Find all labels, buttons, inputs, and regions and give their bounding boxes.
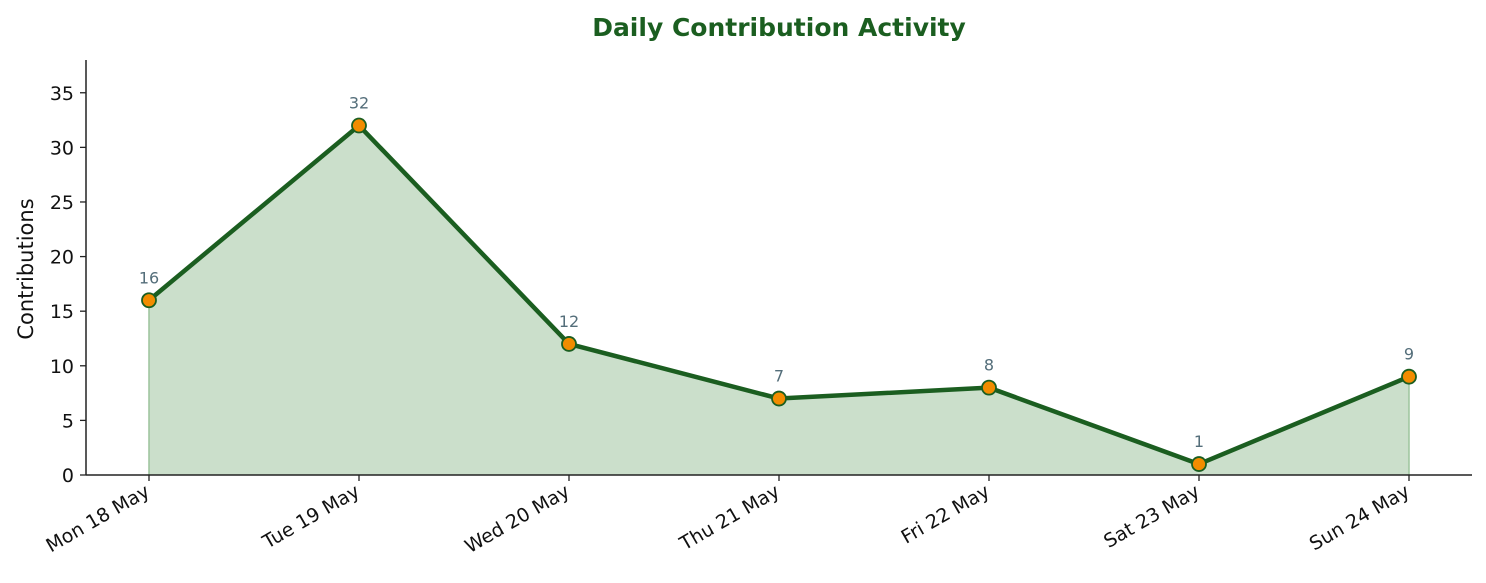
data-label: 8 bbox=[984, 356, 994, 375]
x-tick-label: Sun 24 May bbox=[1306, 480, 1414, 555]
y-tick-label: 35 bbox=[50, 83, 74, 105]
area-edges bbox=[148, 300, 1410, 475]
data-label: 7 bbox=[774, 367, 784, 386]
x-axis-ticks: Mon 18 May Tue 19 May Wed 20 May Thu 21 May… bbox=[42, 475, 1414, 558]
x-tick-label: Sat 23 May bbox=[1100, 480, 1203, 552]
data-label: 9 bbox=[1404, 345, 1414, 364]
y-tick-label: 10 bbox=[50, 356, 74, 378]
data-point bbox=[771, 390, 787, 407]
data-point bbox=[981, 379, 997, 396]
y-tick-label: 20 bbox=[50, 247, 74, 269]
x-tick-label: Fri 22 May bbox=[897, 480, 993, 548]
y-axis-label: Contributions bbox=[14, 198, 38, 339]
data-markers bbox=[141, 117, 1417, 472]
y-tick-label: 25 bbox=[50, 192, 74, 214]
chart-title: Daily Contribution Activity bbox=[592, 13, 966, 42]
data-label: 12 bbox=[559, 312, 579, 331]
y-tick-label: 30 bbox=[50, 137, 74, 159]
y-tick-label: 5 bbox=[62, 410, 74, 432]
data-label: 16 bbox=[139, 268, 159, 287]
data-point bbox=[141, 292, 157, 309]
data-label: 32 bbox=[349, 94, 369, 113]
data-point bbox=[1401, 368, 1417, 385]
y-tick-label: 0 bbox=[62, 465, 74, 487]
data-labels: 16 32 12 7 8 1 9 bbox=[139, 94, 1414, 452]
x-tick-label: Wed 20 May bbox=[461, 480, 573, 558]
x-tick-label: Thu 21 May bbox=[675, 480, 783, 555]
y-axis-ticks: 0 5 10 15 20 25 30 35 bbox=[50, 83, 86, 487]
y-tick-label: 15 bbox=[50, 301, 74, 323]
data-point bbox=[1191, 456, 1207, 472]
x-tick-label: Mon 18 May bbox=[42, 480, 153, 557]
x-tick-label: Tue 19 May bbox=[258, 480, 363, 554]
area-fill bbox=[149, 125, 1409, 476]
data-label: 1 bbox=[1194, 432, 1204, 451]
data-point bbox=[351, 117, 367, 134]
data-point bbox=[561, 336, 577, 352]
